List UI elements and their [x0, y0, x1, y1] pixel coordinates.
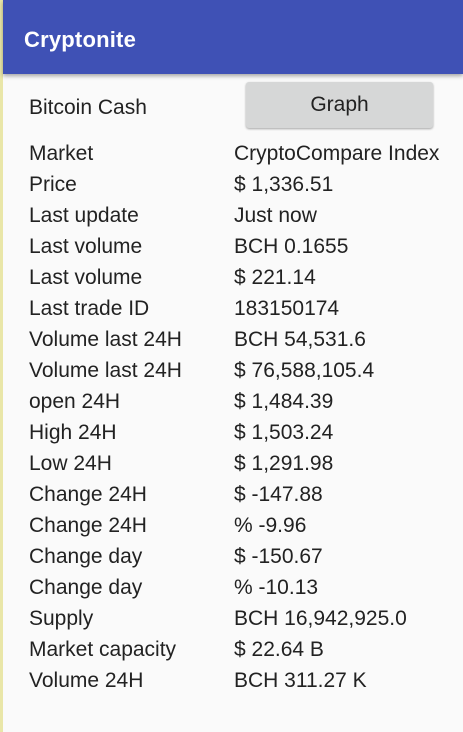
detail-value: BCH 16,942,925.0 — [234, 607, 407, 630]
detail-row-last-volume-usd: Last volume $ 221.14 — [29, 265, 463, 291]
detail-value: $ -150.67 — [234, 545, 323, 568]
detail-row-market: Market CryptoCompare Index — [29, 141, 463, 167]
detail-value: % -9.96 — [234, 514, 307, 537]
app-bar: Cryptonite — [3, 0, 463, 74]
detail-row-price: Price $ 1,336.51 — [29, 172, 463, 198]
detail-value: $ 221.14 — [234, 266, 316, 289]
detail-label: Volume last 24H — [29, 328, 182, 351]
detail-label: Change 24H — [29, 514, 147, 537]
detail-label: Change day — [29, 545, 143, 568]
detail-value: $ 22.64 B — [234, 638, 324, 661]
detail-value: $ -147.88 — [234, 483, 323, 506]
detail-label: Last trade ID — [29, 297, 150, 320]
detail-label: Last update — [29, 204, 139, 227]
detail-row-last-volume-bch: Last volume BCH 0.1655 — [29, 234, 463, 260]
detail-label: open 24H — [29, 390, 121, 413]
detail-value: Just now — [234, 204, 317, 227]
detail-value: % -10.13 — [234, 576, 319, 599]
detail-label: Volume 24H — [29, 669, 144, 692]
detail-row-volume-24h-bch: Volume last 24H BCH 54,531.6 — [29, 327, 463, 353]
detail-value: BCH 0.1655 — [234, 235, 349, 258]
detail-value: BCH 54,531.6 — [234, 328, 366, 351]
detail-row-high-24h: High 24H $ 1,503.24 — [29, 420, 463, 446]
detail-label: Change day — [29, 576, 143, 599]
detail-label: Market — [29, 142, 94, 165]
coin-name: Bitcoin Cash — [29, 96, 147, 119]
detail-row-change-24h-usd: Change 24H $ -147.88 — [29, 482, 463, 508]
detail-list: Market CryptoCompare Index Price $ 1,336… — [29, 141, 463, 699]
detail-label: High 24H — [29, 421, 117, 444]
detail-row-supply: Supply BCH 16,942,925.0 — [29, 606, 463, 632]
detail-value: $ 1,291.98 — [234, 452, 334, 475]
detail-row-change-24h-pct: Change 24H % -9.96 — [29, 513, 463, 539]
detail-row-change-day-usd: Change day $ -150.67 — [29, 544, 463, 570]
detail-row-volume-24h: Volume 24H BCH 311.27 K — [29, 668, 463, 694]
detail-value: $ 76,588,105.4 — [234, 359, 375, 382]
detail-value: $ 1,484.39 — [234, 390, 334, 413]
detail-row-last-trade-id: Last trade ID 183150174 — [29, 296, 463, 322]
detail-value: $ 1,336.51 — [234, 173, 334, 196]
detail-label: Last volume — [29, 235, 143, 258]
detail-label: Low 24H — [29, 452, 112, 475]
detail-label: Price — [29, 173, 77, 196]
graph-button[interactable]: Graph — [246, 82, 433, 128]
detail-label: Market capacity — [29, 638, 177, 661]
coin-detail-content[interactable]: Bitcoin Cash Graph Market CryptoCompare … — [3, 74, 463, 732]
app-title: Cryptonite — [24, 27, 136, 52]
detail-label: Last volume — [29, 266, 143, 289]
detail-value: CryptoCompare Index — [234, 142, 440, 165]
detail-label: Volume last 24H — [29, 359, 182, 382]
detail-row-change-day-pct: Change day % -10.13 — [29, 575, 463, 601]
window-edge — [0, 0, 3, 732]
detail-value: $ 1,503.24 — [234, 421, 334, 444]
detail-label: Change 24H — [29, 483, 147, 506]
detail-value: 183150174 — [234, 297, 340, 320]
detail-value: BCH 311.27 K — [234, 669, 367, 692]
detail-label: Supply — [29, 607, 94, 630]
detail-row-volume-24h-usd: Volume last 24H $ 76,588,105.4 — [29, 358, 463, 384]
detail-row-low-24h: Low 24H $ 1,291.98 — [29, 451, 463, 477]
detail-row-last-update: Last update Just now — [29, 203, 463, 229]
detail-row-market-capacity: Market capacity $ 22.64 B — [29, 637, 463, 663]
detail-row-open-24h: open 24H $ 1,484.39 — [29, 389, 463, 415]
